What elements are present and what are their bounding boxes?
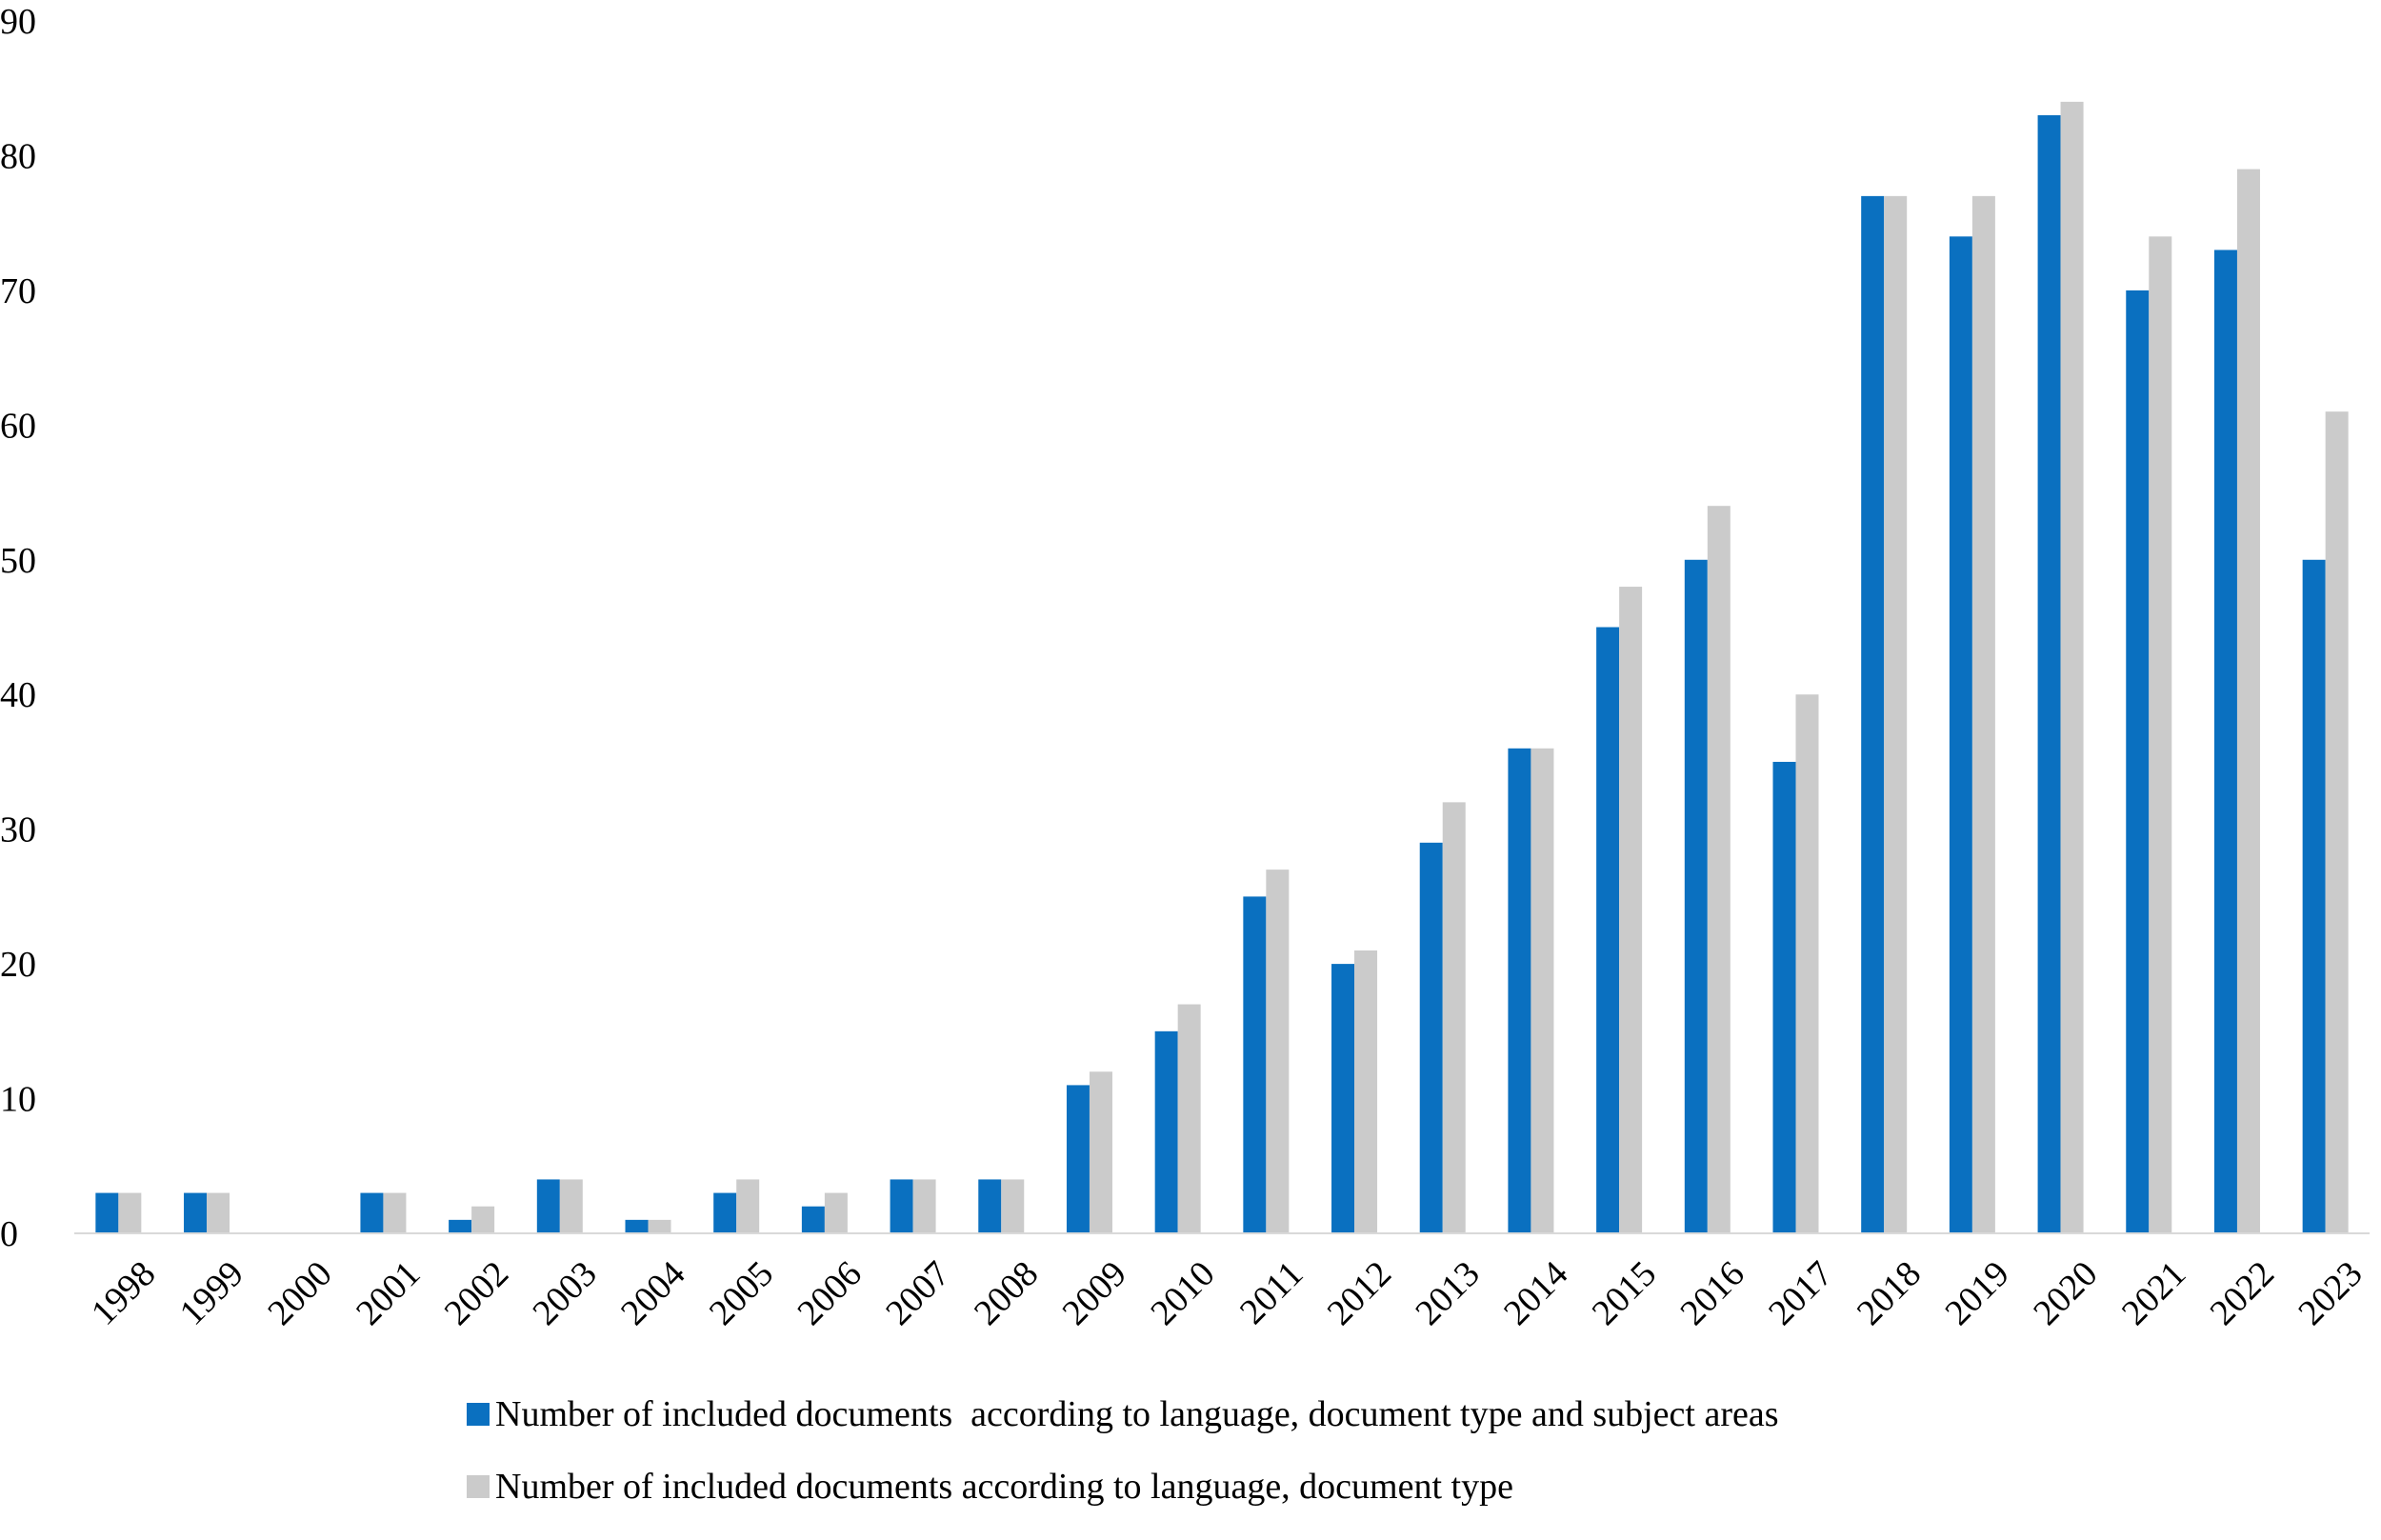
- y-tick-label: 80: [0, 136, 36, 176]
- y-tick-label: 0: [0, 1214, 18, 1254]
- bar-series-1-2004: [625, 1219, 649, 1233]
- x-tick-label: 2004: [613, 1253, 692, 1332]
- bar-series-1-2020: [2037, 115, 2061, 1233]
- x-tick-label: 2015: [1585, 1253, 1664, 1332]
- bar-series-2-2020: [2060, 101, 2084, 1233]
- legend-item-series-1: Number of included documents according t…: [467, 1394, 1779, 1434]
- x-tick-label: 2008: [967, 1253, 1046, 1332]
- x-tick-label: 2002: [437, 1253, 516, 1332]
- bar-series-1-2002: [449, 1219, 472, 1233]
- x-tick-label: 2014: [1496, 1253, 1575, 1332]
- bar-series-2-2012: [1354, 950, 1378, 1233]
- bar-series-2-2009: [1089, 1071, 1112, 1233]
- bar-series-2-2006: [824, 1192, 848, 1233]
- bar-series-2-2003: [559, 1179, 583, 1233]
- bar-series-2-2007: [912, 1179, 936, 1233]
- bar-series-2-2004: [648, 1219, 671, 1233]
- bar-series-1-2010: [1154, 1030, 1178, 1233]
- bar-series-1-1999: [184, 1192, 208, 1233]
- x-tick-label: 2007: [878, 1253, 957, 1332]
- bar-series-1-1998: [95, 1192, 119, 1233]
- bar-series-1-2021: [2126, 290, 2150, 1233]
- x-tick-label: 2019: [1937, 1253, 2016, 1332]
- bar-series-2-2005: [736, 1179, 760, 1233]
- bar-series-2-2016: [1707, 506, 1731, 1233]
- x-tick-label: 2023: [2291, 1253, 2370, 1332]
- bar-series-2-2011: [1266, 870, 1290, 1233]
- y-tick-label: 10: [0, 1080, 36, 1120]
- y-tick-label: 70: [0, 271, 36, 311]
- x-tick-label: 2006: [790, 1253, 869, 1332]
- bar-series-2-2017: [1795, 694, 1819, 1233]
- bar-series-1-2001: [360, 1192, 384, 1233]
- y-tick-label: 60: [0, 406, 36, 446]
- bar-series-1-2016: [1684, 559, 1708, 1233]
- x-tick-label: 2003: [525, 1253, 604, 1332]
- bar-series-1-2017: [1772, 761, 1796, 1233]
- bar-series-1-2018: [1861, 195, 1885, 1233]
- bar-series-1-2003: [536, 1179, 560, 1233]
- bar-series-2-2023: [2325, 411, 2349, 1233]
- bar-series-2-2015: [1619, 587, 1643, 1233]
- bar-series-2-2021: [2149, 236, 2172, 1233]
- x-tick-label: 1999: [172, 1253, 251, 1332]
- y-axis-ticks: 0 10 20 30 40 50 60 70 80 90: [0, 2, 36, 1254]
- bar-series-1-2013: [1419, 842, 1443, 1233]
- bar-series-2-2001: [383, 1192, 407, 1233]
- bar-series-1-2019: [1949, 236, 1972, 1233]
- x-tick-label: 2022: [2203, 1253, 2282, 1332]
- bar-series-1-2012: [1331, 964, 1355, 1233]
- bar-series-1-2006: [801, 1206, 825, 1233]
- x-tick-label: 2012: [1320, 1253, 1399, 1332]
- bar-series-2-2002: [471, 1206, 495, 1233]
- bar-series-2-2018: [1884, 195, 1908, 1233]
- bar-series-1-2009: [1066, 1085, 1090, 1233]
- bar-series-1-2007: [890, 1179, 913, 1233]
- y-tick-label: 40: [0, 675, 36, 715]
- legend: Number of included documents according t…: [467, 1394, 1779, 1540]
- y-tick-label: 20: [0, 945, 36, 985]
- bar-series-2-2008: [1001, 1179, 1025, 1233]
- bar-series-1-2015: [1596, 627, 1620, 1233]
- x-tick-label: 2021: [2114, 1253, 2193, 1332]
- x-tick-label: 2000: [260, 1253, 339, 1332]
- x-tick-label: 2011: [1232, 1253, 1311, 1331]
- x-tick-label: 2016: [1672, 1253, 1751, 1332]
- y-tick-label: 50: [0, 541, 36, 581]
- bar-series-2-1998: [118, 1192, 142, 1233]
- bar-series-1-2023: [2302, 559, 2326, 1233]
- bar-series-2-2019: [1971, 195, 1995, 1233]
- x-tick-label: 2018: [1850, 1253, 1929, 1332]
- y-tick-label: 90: [0, 2, 36, 42]
- bars: [95, 101, 2349, 1234]
- x-tick-label: 2010: [1143, 1253, 1222, 1332]
- legend-item-series-2: Number of included documents according t…: [467, 1467, 1779, 1507]
- x-tick-label: 2013: [1408, 1253, 1487, 1332]
- x-tick-label: 2009: [1055, 1253, 1134, 1332]
- bar-series-1-2005: [713, 1192, 737, 1233]
- x-tick-label: 2020: [2026, 1253, 2105, 1332]
- bar-series-2-2014: [1531, 748, 1554, 1233]
- x-tick-label: 2017: [1761, 1253, 1840, 1332]
- legend-swatch-series-2: [467, 1475, 490, 1498]
- legend-label-series-2: Number of included documents according t…: [495, 1467, 1513, 1507]
- bar-series-2-2010: [1177, 1004, 1201, 1233]
- bar-series-1-2022: [2213, 250, 2237, 1233]
- legend-label-series-1: Number of included documents according t…: [495, 1394, 1779, 1434]
- x-tick-label: 1998: [84, 1253, 163, 1332]
- bar-series-2-2022: [2236, 169, 2260, 1234]
- bar-series-1-2008: [978, 1179, 1002, 1233]
- x-axis-ticks: 1998 1999 2000 2001 2002 2003 2004 2005 2006 2007…: [84, 1253, 2371, 1332]
- y-tick-label: 30: [0, 810, 36, 850]
- bar-series-2-2013: [1442, 802, 1466, 1233]
- x-tick-label: 2005: [702, 1253, 781, 1332]
- bar-series-2-1999: [207, 1192, 230, 1233]
- legend-swatch-series-1: [467, 1403, 490, 1426]
- bar-series-1-2014: [1508, 748, 1531, 1233]
- bar-series-1-2011: [1243, 896, 1267, 1233]
- x-tick-label: 2001: [349, 1253, 428, 1332]
